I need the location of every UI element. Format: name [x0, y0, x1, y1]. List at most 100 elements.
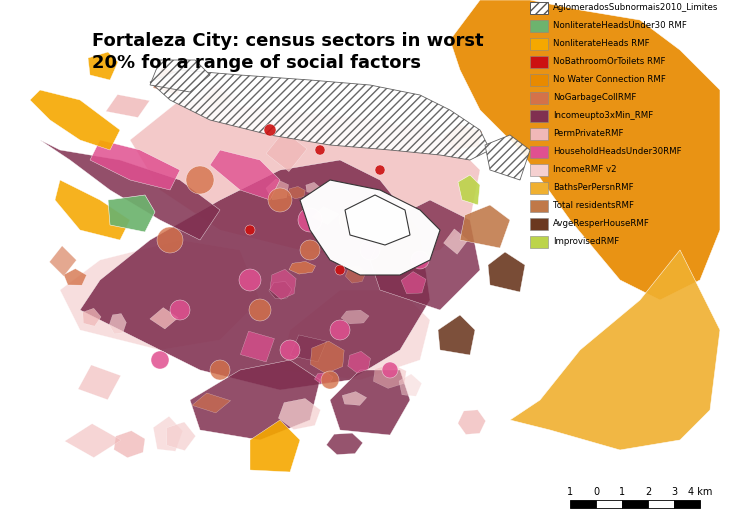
Text: NoBathroomOrToilets RMF: NoBathroomOrToilets RMF	[553, 57, 666, 66]
Polygon shape	[130, 100, 480, 260]
Text: IncomeRMF v2: IncomeRMF v2	[553, 165, 617, 174]
Text: NonliterateHeadsUnder30 RMF: NonliterateHeadsUnder30 RMF	[553, 22, 687, 31]
Circle shape	[268, 188, 292, 212]
Text: ImprovisedRMF: ImprovisedRMF	[553, 237, 619, 246]
Text: AglomeradosSubnormais2010_Limites: AglomeradosSubnormais2010_Limites	[553, 4, 718, 13]
Polygon shape	[192, 393, 231, 413]
Circle shape	[280, 340, 300, 360]
Polygon shape	[190, 360, 320, 440]
Circle shape	[186, 166, 214, 194]
Polygon shape	[78, 365, 120, 400]
Circle shape	[170, 300, 190, 320]
Polygon shape	[370, 200, 480, 310]
Text: NonliterateHeads RMF: NonliterateHeads RMF	[553, 40, 650, 49]
Text: 20% for a range of social factors: 20% for a range of social factors	[92, 54, 421, 72]
Polygon shape	[485, 135, 530, 180]
Circle shape	[157, 227, 183, 253]
Polygon shape	[269, 282, 292, 298]
Circle shape	[245, 225, 255, 235]
Text: No Water Connection RMF: No Water Connection RMF	[553, 75, 666, 84]
Polygon shape	[114, 431, 145, 458]
Polygon shape	[438, 315, 475, 355]
Bar	[530, 218, 548, 230]
Bar	[570, 500, 596, 508]
Bar	[530, 146, 548, 158]
Bar	[530, 20, 548, 32]
Text: PermPrivateRMF: PermPrivateRMF	[553, 129, 623, 138]
Bar	[648, 500, 674, 508]
Polygon shape	[312, 207, 339, 225]
Bar	[530, 38, 548, 50]
Polygon shape	[88, 52, 118, 80]
Polygon shape	[64, 269, 86, 285]
Polygon shape	[166, 422, 196, 450]
Polygon shape	[347, 351, 370, 373]
Polygon shape	[202, 87, 233, 109]
Polygon shape	[55, 180, 130, 240]
Polygon shape	[306, 182, 320, 193]
Bar	[530, 128, 548, 140]
Circle shape	[298, 208, 322, 232]
Polygon shape	[278, 399, 320, 429]
Polygon shape	[65, 423, 121, 457]
Bar	[530, 236, 548, 248]
Polygon shape	[330, 370, 410, 435]
Polygon shape	[240, 331, 274, 362]
Polygon shape	[401, 271, 426, 294]
Bar	[530, 92, 548, 104]
Polygon shape	[288, 187, 305, 199]
Circle shape	[382, 362, 398, 378]
Polygon shape	[400, 120, 431, 146]
Polygon shape	[326, 433, 363, 455]
Polygon shape	[30, 90, 120, 150]
Circle shape	[264, 124, 276, 136]
Circle shape	[321, 371, 339, 389]
Polygon shape	[345, 195, 410, 245]
Text: 2: 2	[645, 487, 651, 497]
Polygon shape	[250, 420, 300, 472]
Polygon shape	[266, 131, 307, 172]
Polygon shape	[488, 252, 525, 292]
Text: 1: 1	[567, 487, 573, 497]
Text: 0: 0	[593, 487, 599, 497]
Bar	[530, 182, 548, 194]
Bar	[530, 2, 548, 14]
Polygon shape	[106, 94, 150, 118]
Polygon shape	[444, 229, 468, 254]
Polygon shape	[150, 60, 210, 92]
Polygon shape	[153, 417, 182, 451]
Circle shape	[239, 269, 261, 291]
Polygon shape	[266, 179, 288, 200]
Polygon shape	[50, 246, 77, 276]
Bar	[530, 110, 548, 122]
Circle shape	[300, 240, 320, 260]
Polygon shape	[345, 266, 366, 283]
Bar	[530, 164, 548, 176]
Text: 1: 1	[619, 487, 625, 497]
Polygon shape	[341, 310, 369, 324]
Polygon shape	[108, 195, 155, 232]
Polygon shape	[150, 307, 178, 329]
Circle shape	[249, 299, 271, 321]
Polygon shape	[289, 261, 315, 274]
Polygon shape	[450, 0, 720, 300]
Polygon shape	[458, 410, 485, 435]
Circle shape	[335, 265, 345, 275]
Polygon shape	[110, 314, 126, 334]
Text: NoGarbageCollRMF: NoGarbageCollRMF	[553, 93, 637, 102]
Circle shape	[315, 145, 325, 155]
Polygon shape	[153, 68, 186, 95]
Bar	[530, 56, 548, 68]
Polygon shape	[443, 125, 482, 149]
Polygon shape	[80, 160, 430, 390]
Polygon shape	[82, 308, 101, 326]
Polygon shape	[310, 341, 344, 374]
Polygon shape	[90, 140, 180, 190]
Text: Total residentsRMF: Total residentsRMF	[553, 201, 634, 210]
Circle shape	[411, 251, 429, 269]
Polygon shape	[40, 140, 220, 240]
Circle shape	[339, 209, 361, 231]
Text: Fortaleza City: census sectors in worst: Fortaleza City: census sectors in worst	[92, 32, 483, 50]
Bar	[530, 200, 548, 212]
Circle shape	[360, 240, 380, 260]
